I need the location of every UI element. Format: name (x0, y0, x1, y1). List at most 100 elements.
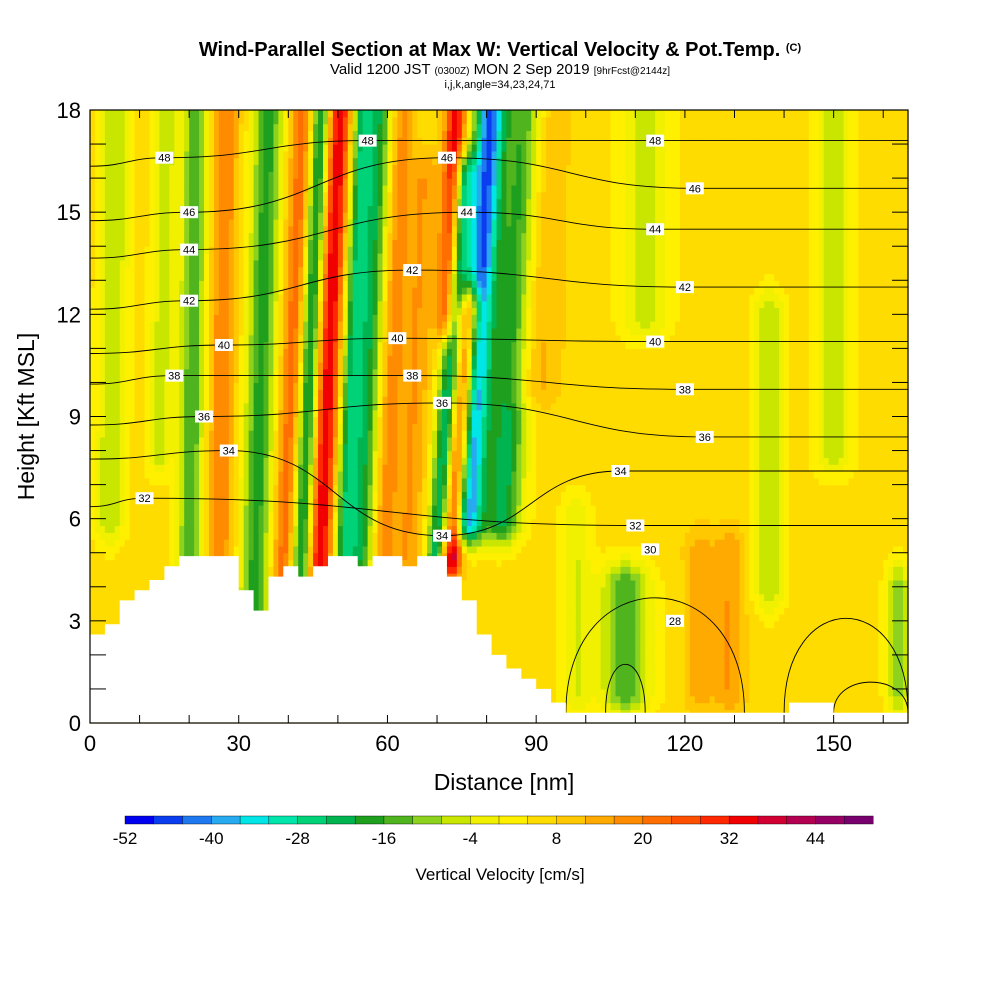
field-cell (104, 430, 111, 438)
field-cell (308, 164, 314, 172)
field-cell (318, 205, 324, 213)
field-cell (293, 416, 299, 424)
field-cell (189, 198, 195, 206)
field-cell (129, 239, 136, 247)
field-cell (154, 518, 161, 527)
field-cell (233, 334, 240, 343)
field-cell (248, 409, 255, 418)
field-cell (303, 436, 309, 445)
field-cell (323, 450, 329, 458)
field-cell (233, 280, 240, 288)
field-cell (268, 321, 275, 329)
field-cell (298, 375, 304, 384)
field-cell (278, 218, 284, 227)
field-cell (199, 348, 205, 356)
field-cell (268, 525, 275, 533)
field-cell (144, 566, 151, 574)
field-cell (228, 205, 235, 213)
field-cell (119, 491, 126, 499)
field-cell (248, 464, 255, 472)
field-cell (169, 191, 175, 200)
field-cell (124, 280, 131, 288)
field-cell (362, 525, 369, 533)
field-cell (357, 232, 364, 241)
field-cell (238, 525, 245, 533)
field-cell (263, 205, 270, 213)
field-cell (189, 273, 195, 281)
field-cell (352, 498, 359, 506)
field-cell (124, 525, 131, 533)
field-cell (238, 423, 245, 431)
field-cell (179, 457, 185, 465)
field-cell (347, 110, 354, 118)
field-cell (293, 470, 299, 479)
field-cell (283, 218, 289, 227)
field-cell (164, 396, 170, 404)
field-cell (94, 191, 101, 200)
field-cell (213, 116, 220, 125)
field-cell (149, 443, 156, 452)
field-cell (248, 348, 255, 356)
field-cell (347, 518, 354, 527)
field-cell (204, 518, 210, 527)
field-cell (288, 430, 294, 438)
field-cell (303, 144, 309, 152)
field-cell (238, 327, 245, 336)
field-cell (258, 287, 265, 295)
field-cell (253, 586, 260, 595)
field-cell (129, 327, 136, 336)
field-cell (149, 239, 156, 247)
field-cell (94, 355, 101, 363)
field-cell (90, 396, 96, 404)
field-cell (144, 280, 151, 288)
field-cell (174, 178, 180, 186)
field-cell (169, 218, 175, 227)
field-cell (159, 518, 165, 527)
field-cell (199, 259, 205, 268)
field-cell (323, 123, 329, 132)
field-cell (213, 436, 220, 445)
field-cell (283, 287, 289, 295)
field-cell (119, 505, 126, 513)
field-cell (278, 137, 284, 145)
field-cell (119, 539, 126, 547)
field-cell (303, 110, 309, 118)
field-cell (159, 212, 165, 220)
field-cell (144, 266, 151, 275)
field-cell (233, 150, 240, 159)
field-cell (308, 396, 314, 404)
field-cell (90, 552, 96, 561)
field-cell (114, 566, 121, 574)
field-cell (194, 436, 200, 445)
field-cell (243, 355, 250, 363)
field-cell (347, 348, 354, 356)
field-cell (278, 307, 284, 315)
field-cell (174, 505, 180, 513)
field-cell (90, 232, 96, 241)
field-cell (278, 321, 284, 329)
field-cell (149, 518, 156, 527)
field-cell (357, 525, 364, 533)
field-cell (90, 184, 96, 193)
field-cell (213, 212, 220, 220)
field-cell (179, 402, 185, 411)
field-cell (243, 266, 250, 275)
field-cell (318, 464, 324, 472)
field-cell (184, 545, 190, 554)
field-cell (104, 396, 111, 404)
field-cell (243, 314, 250, 322)
field-cell (352, 368, 359, 377)
field-cell (293, 205, 299, 213)
field-cell (119, 164, 126, 172)
field-cell (90, 484, 96, 493)
field-cell (94, 396, 101, 404)
field-cell (114, 355, 121, 363)
field-cell (337, 498, 344, 506)
field-cell (164, 511, 170, 520)
field-cell (218, 205, 225, 213)
field-cell (204, 239, 210, 247)
field-cell (253, 423, 260, 431)
field-cell (253, 375, 260, 384)
field-cell (179, 225, 185, 234)
field-cell (90, 389, 96, 397)
